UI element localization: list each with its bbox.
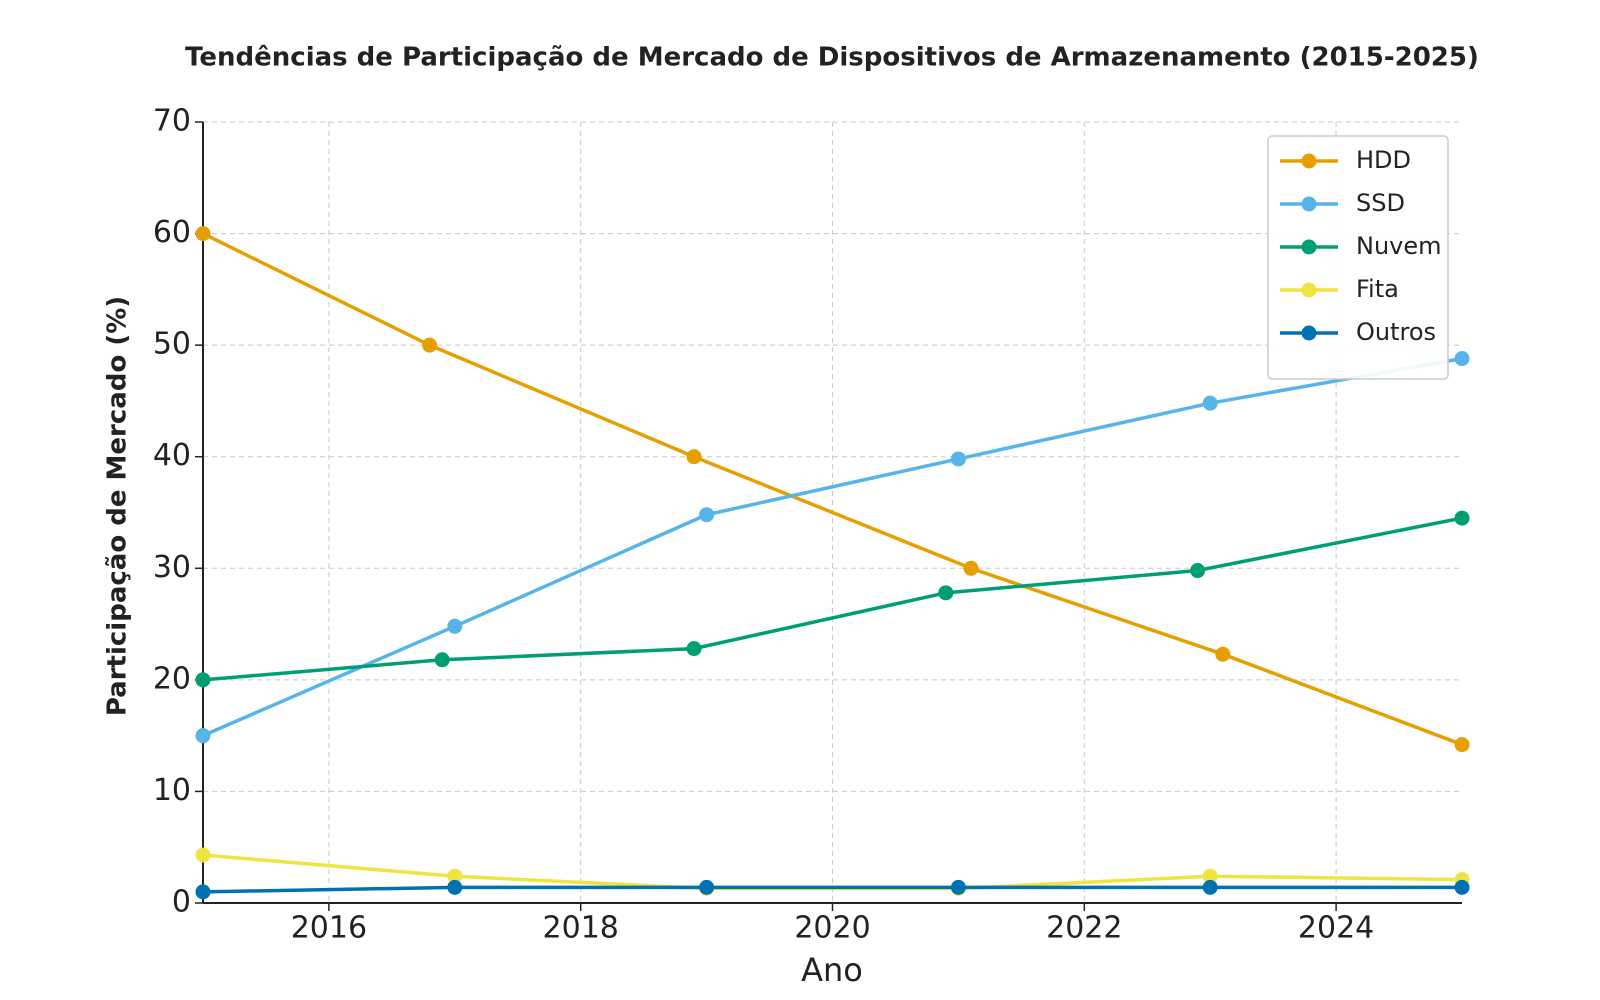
y-tick-label: 30 (153, 550, 191, 585)
legend-marker (1301, 153, 1317, 169)
series-line (202, 232, 1463, 747)
data-point (950, 879, 966, 895)
legend-marker (1301, 239, 1317, 255)
data-point (195, 847, 211, 863)
series-line (202, 356, 1463, 738)
data-point (1202, 868, 1218, 884)
x-tick-label: 2018 (543, 911, 619, 946)
legend: HDD SSD Nuvem Fita Outros (1267, 135, 1449, 380)
x-tick-label: 2020 (794, 911, 870, 946)
series-line (202, 885, 1462, 894)
y-tick-label: 0 (172, 885, 191, 920)
data-point (1454, 737, 1470, 753)
data-point (447, 868, 463, 884)
y-axis-label: Participação de Mercado (%) (103, 296, 133, 716)
legend-label: Fita (1356, 275, 1399, 303)
series-line (202, 516, 1463, 682)
data-point (195, 728, 211, 744)
data-point (195, 884, 211, 900)
legend-label: SSD (1356, 189, 1405, 217)
data-point (1202, 395, 1218, 411)
y-tick-label: 50 (153, 327, 191, 362)
data-point (1215, 646, 1231, 662)
data-point (686, 449, 702, 465)
x-tick-label: 2024 (1298, 911, 1374, 946)
y-tick-label: 20 (153, 661, 191, 696)
data-point (434, 652, 450, 668)
y-tick-label: 10 (153, 773, 191, 808)
data-point (963, 560, 979, 576)
data-point (699, 879, 715, 895)
data-point (699, 507, 715, 523)
data-point (938, 585, 954, 601)
legend-label: HDD (1356, 146, 1411, 174)
x-tick-label: 2022 (1046, 911, 1122, 946)
data-point (1190, 563, 1206, 579)
legend-marker (1301, 325, 1317, 341)
data-point (1454, 510, 1470, 526)
legend-label: Nuvem (1356, 232, 1442, 260)
y-tick-label: 70 (153, 104, 191, 139)
data-point (686, 641, 702, 657)
data-point (950, 451, 966, 467)
legend-marker (1301, 282, 1317, 298)
x-tick-label: 2016 (291, 911, 367, 946)
y-tick-label: 40 (153, 438, 191, 473)
data-point (422, 337, 438, 353)
legend-marker (1301, 196, 1317, 212)
data-point (1454, 879, 1470, 895)
legend-label: Outros (1356, 318, 1436, 346)
data-point (195, 672, 211, 688)
y-tick-label: 60 (153, 215, 191, 250)
x-axis-label: Ano (801, 951, 863, 989)
legend-box (1267, 135, 1449, 380)
chart-title: Tendências de Participação de Mercado de… (185, 43, 1479, 73)
data-point (447, 618, 463, 634)
data-point (1454, 351, 1470, 367)
data-point (447, 879, 463, 895)
data-point (1202, 879, 1218, 895)
data-point (195, 226, 211, 242)
